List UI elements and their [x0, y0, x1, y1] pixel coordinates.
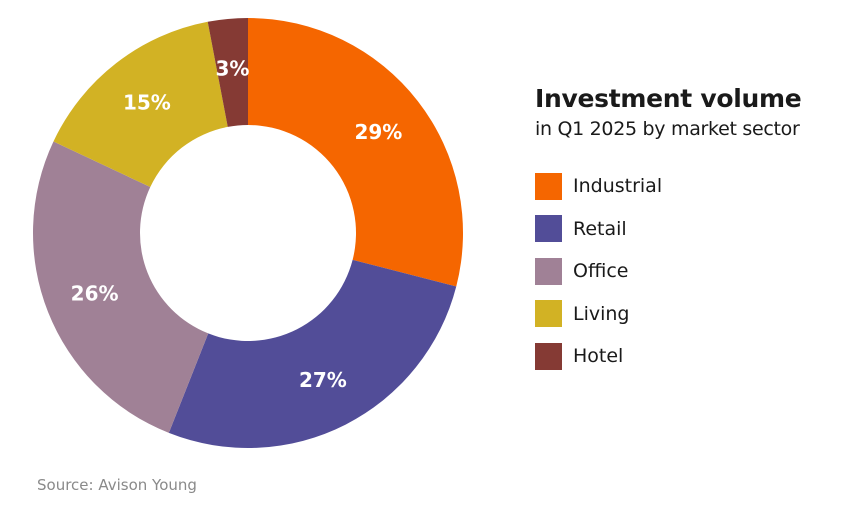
slice-living: [53, 21, 228, 188]
source-note: Source: Avison Young: [37, 476, 197, 494]
legend-item-retail: Retail: [535, 215, 662, 243]
legend-label-hotel: Hotel: [573, 345, 624, 367]
legend-label-industrial: Industrial: [573, 175, 663, 197]
legend-swatch-hotel: [535, 342, 562, 370]
legend-swatch-office: [535, 257, 562, 285]
legend-label-retail: Retail: [573, 217, 627, 240]
legend-item-living: Living: [535, 300, 662, 328]
legend-swatch-retail: [535, 215, 562, 242]
legend: Industrial Retail Office Living Hotel: [535, 172, 662, 385]
legend-item-office: Office: [535, 257, 662, 285]
chart-subtitle: in Q1 2025 by market sector: [535, 118, 800, 140]
slice-label-office: 26%: [71, 282, 119, 306]
legend-swatch-living: [535, 300, 562, 327]
legend-item-hotel: Hotel: [535, 342, 662, 370]
legend-item-industrial: Industrial: [535, 172, 662, 200]
slice-label-living: 15%: [123, 91, 171, 115]
slice-label-retail: 27%: [299, 368, 347, 392]
legend-swatch-industrial: [535, 172, 562, 200]
slice-label-hotel: 3%: [216, 57, 250, 81]
slice-hotel: [207, 18, 248, 127]
legend-label-office: Office: [573, 260, 629, 282]
legend-label-living: Living: [573, 302, 630, 325]
chart-title: Investment volume: [535, 84, 802, 113]
slice-label-industrial: 29%: [354, 120, 402, 144]
slice-retail: [168, 259, 457, 449]
slice-office: [32, 141, 209, 433]
slice-industrial: [248, 18, 464, 287]
